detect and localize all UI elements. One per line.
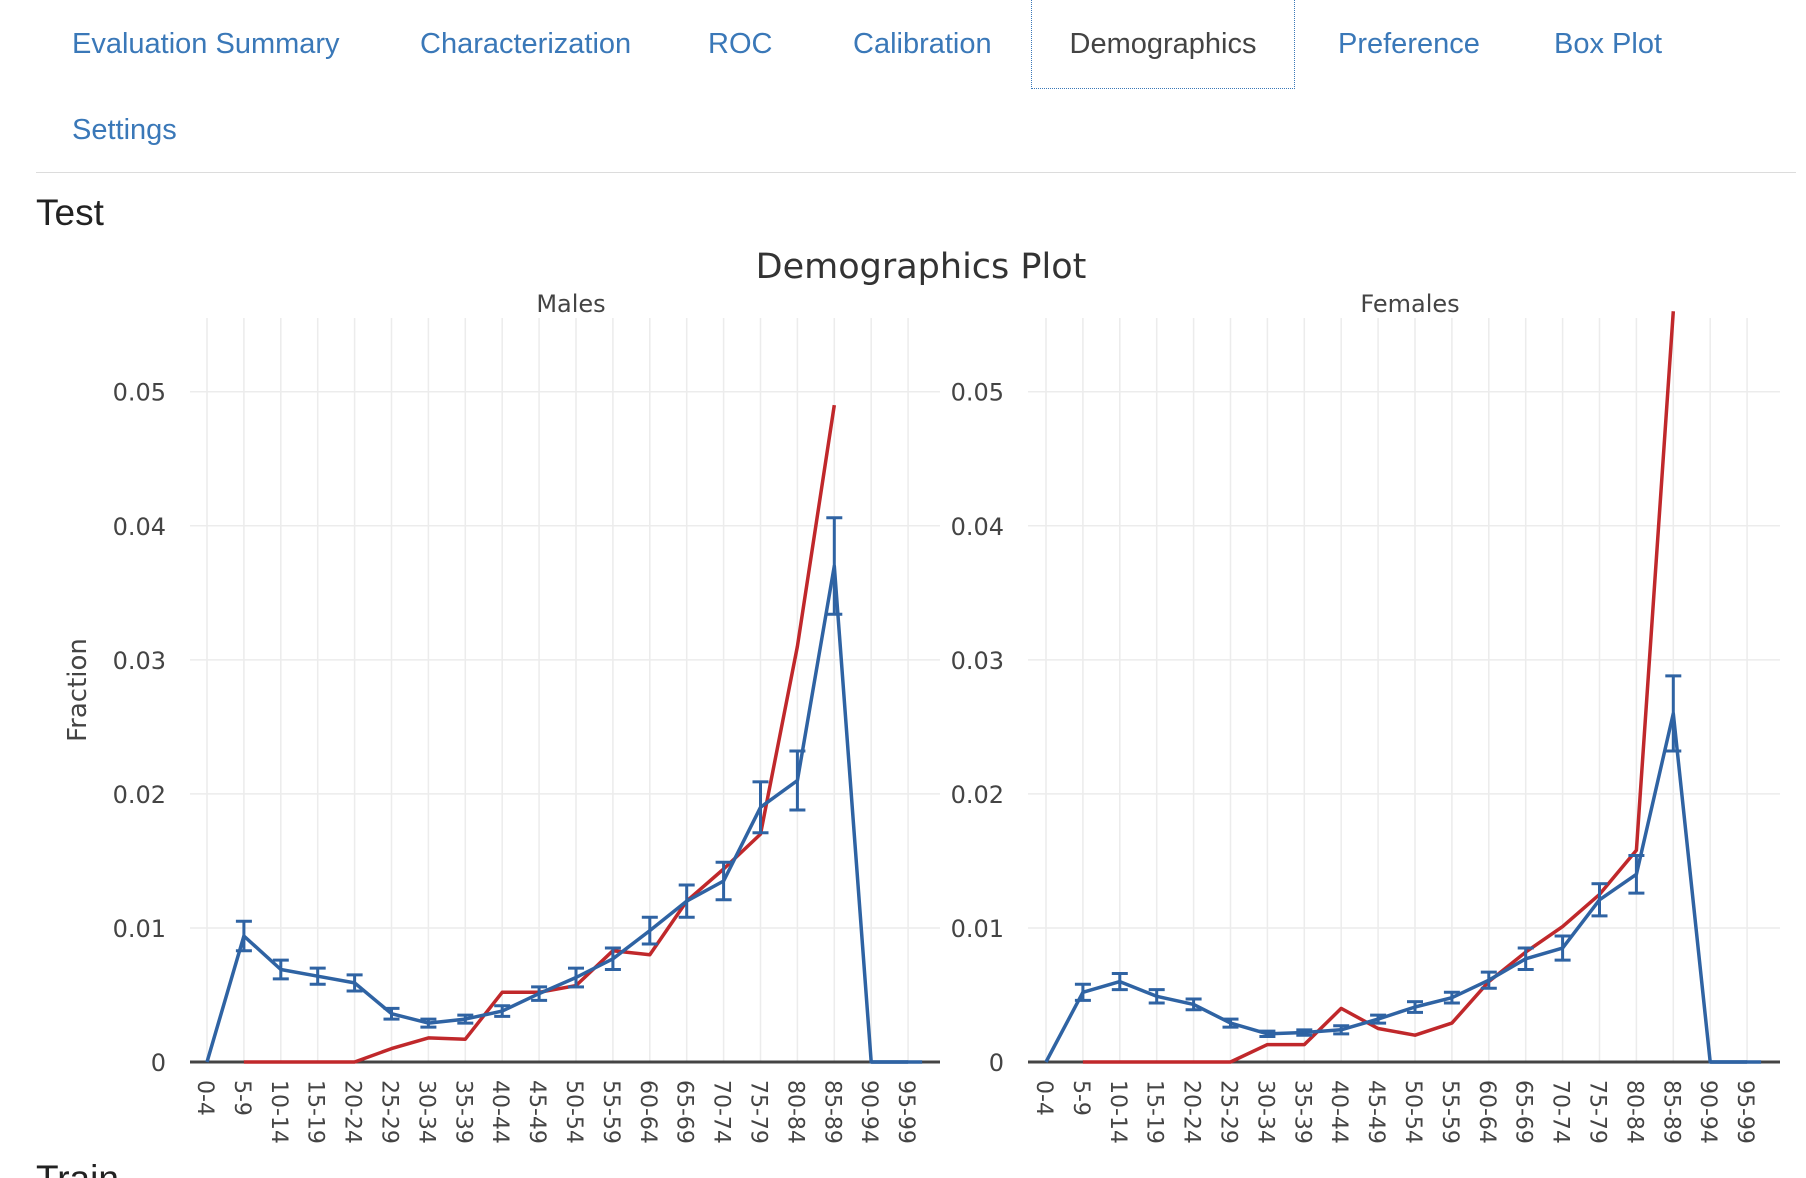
x-tick-label: 25-29 — [377, 1080, 402, 1144]
x-tick-label: 65-69 — [672, 1080, 697, 1144]
x-tick-label: 90-94 — [1695, 1080, 1720, 1144]
y-tick-label: 0.03 — [951, 647, 1004, 675]
x-tick-label: 80-84 — [782, 1080, 807, 1144]
tab-characterization[interactable]: Characterization — [420, 28, 632, 60]
x-tick-label: 0-4 — [1031, 1080, 1056, 1116]
x-tick-label: 40-44 — [1326, 1080, 1351, 1144]
y-tick-label: 0.05 — [951, 379, 1004, 407]
x-tick-label: 95-99 — [893, 1080, 918, 1144]
x-tick-label: 75-79 — [746, 1080, 771, 1144]
x-tick-label: 60-64 — [635, 1080, 660, 1144]
x-tick-label: 0-4 — [192, 1080, 217, 1116]
x-tick-label: 30-34 — [1252, 1080, 1277, 1144]
x-tick-label: 45-49 — [1363, 1080, 1388, 1144]
x-tick-label: 95-99 — [1732, 1080, 1757, 1144]
x-tick-label: 20-24 — [1179, 1080, 1204, 1144]
x-tick-label: 50-54 — [1400, 1080, 1425, 1144]
y-tick-label: 0.01 — [951, 915, 1004, 943]
x-tick-label: 10-14 — [1105, 1080, 1130, 1144]
y-tick-label: 0.03 — [113, 647, 166, 675]
x-tick-label: 5-9 — [229, 1080, 254, 1116]
nav-tabs: Evaluation Summary Characterization ROC … — [36, 0, 1796, 170]
x-tick-label: 70-74 — [709, 1080, 734, 1144]
tab-settings[interactable]: Settings — [72, 114, 177, 146]
tabs-divider — [36, 172, 1796, 173]
y-axis-label: Fraction — [63, 638, 93, 742]
panel-title-males: Males — [536, 290, 605, 318]
chart-title: Demographics Plot — [756, 250, 1087, 287]
tab-roc[interactable]: ROC — [708, 28, 773, 60]
x-tick-label: 55-59 — [1437, 1080, 1462, 1144]
observed-line-males — [205, 564, 909, 1064]
y-tick-label: 0.02 — [951, 781, 1004, 809]
y-tick-label: 0 — [989, 1049, 1004, 1077]
y-tick-label: 0.05 — [113, 379, 166, 407]
x-tick-label: 50-54 — [561, 1080, 586, 1144]
panel-title-females: Females — [1360, 290, 1459, 318]
observed-line-females — [1044, 711, 1748, 1064]
y-tick-label: 0.01 — [113, 915, 166, 943]
section-title: Test — [36, 192, 104, 233]
y-tick-label: 0.04 — [951, 513, 1004, 541]
x-tick-label: 30-34 — [413, 1080, 438, 1144]
x-tick-label: 20-24 — [340, 1080, 365, 1144]
x-tick-label: 55-59 — [598, 1080, 623, 1144]
x-tick-label: 15-19 — [1142, 1080, 1167, 1144]
x-tick-label: 60-64 — [1474, 1080, 1499, 1144]
x-tick-label: 90-94 — [856, 1080, 881, 1144]
x-tick-label: 85-89 — [819, 1080, 844, 1144]
tab-preference[interactable]: Preference — [1338, 28, 1480, 60]
tab-evaluation-summary[interactable]: Evaluation Summary — [72, 28, 340, 60]
demographics-chart: Demographics Plot Fraction Males 0 0.01 0.02 0… — [63, 250, 1780, 1144]
x-tick-label: 5-9 — [1068, 1080, 1093, 1116]
x-tick-label: 65-69 — [1511, 1080, 1536, 1144]
x-tick-label: 25-29 — [1216, 1080, 1241, 1144]
tab-box-plot[interactable]: Box Plot — [1554, 28, 1662, 60]
x-tick-label: 40-44 — [487, 1080, 512, 1144]
tab-calibration[interactable]: Calibration — [853, 28, 992, 60]
x-tick-label: 35-39 — [450, 1080, 475, 1144]
x-tick-label: 70-74 — [1548, 1080, 1573, 1144]
x-tick-label: 80-84 — [1621, 1080, 1646, 1144]
x-tick-label: 35-39 — [1289, 1080, 1314, 1144]
y-tick-label: 0 — [151, 1049, 166, 1077]
x-tick-label: 10-14 — [266, 1080, 291, 1144]
y-tick-label: 0.04 — [113, 513, 166, 541]
tab-demographics[interactable]: Demographics — [1031, 0, 1295, 89]
x-tick-label: 15-19 — [303, 1080, 328, 1144]
x-tick-label: 85-89 — [1658, 1080, 1683, 1144]
x-tick-label: 45-49 — [524, 1080, 549, 1144]
expected-line-females — [1082, 311, 1676, 1064]
y-tick-label: 0.02 — [113, 781, 166, 809]
x-tick-label: 75-79 — [1585, 1080, 1610, 1144]
next-section-title: Train — [36, 1160, 119, 1178]
